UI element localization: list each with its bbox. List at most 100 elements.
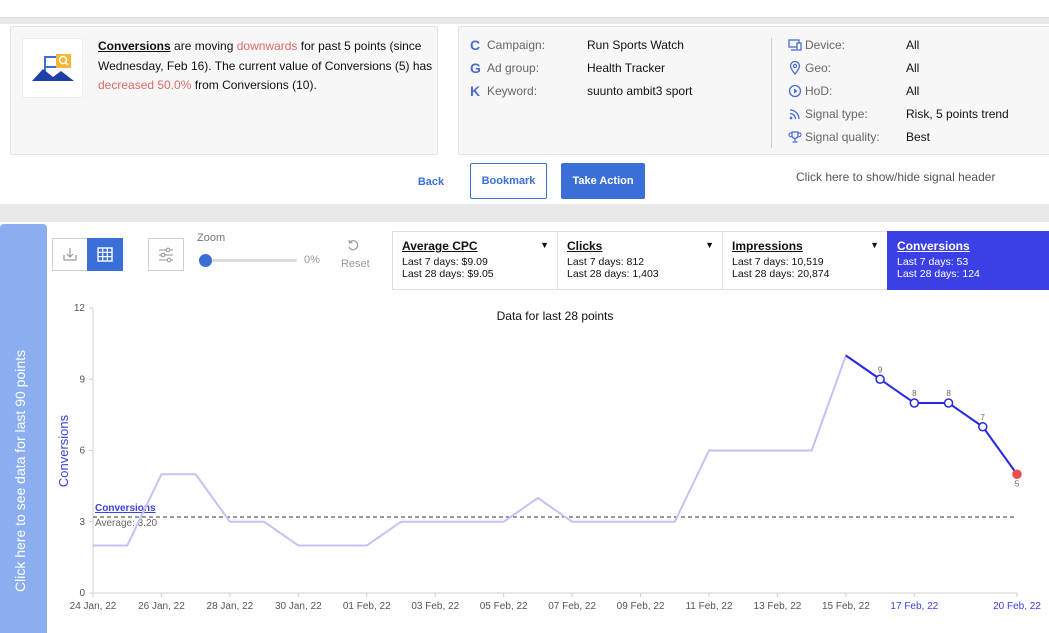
data-point[interactable]	[978, 422, 988, 432]
metric-tab-conversions[interactable]: Conversions Last 7 days: 53 Last 28 days…	[887, 231, 1049, 290]
metric-tab-last-7: Last 7 days: 812	[567, 256, 645, 268]
metric-tab-last-7: Last 7 days: 53	[897, 256, 969, 268]
x-tick-label: 09 Feb, 22	[617, 601, 665, 612]
average-label: Conversions	[95, 503, 156, 514]
last-90-points-label[interactable]: Click here to see data for last 90 point…	[12, 349, 28, 592]
average-line-group: Conversions Average: 3.20	[93, 503, 1017, 529]
last-90-points-tab[interactable]	[0, 224, 47, 633]
data-point-label: 9	[878, 365, 883, 374]
x-tick-label: 30 Jan, 22	[275, 601, 322, 612]
download-icon	[63, 248, 77, 261]
reset-icon[interactable]	[346, 238, 360, 252]
y-tick-label: 6	[79, 446, 85, 457]
x-tick-label: 17 Feb, 22	[890, 601, 938, 612]
detail-value: Health Tracker	[587, 61, 666, 75]
metric-tab-clicks[interactable]: Clicks Last 7 days: 812 Last 28 days: 1,…	[557, 231, 723, 290]
detail-value: All	[906, 61, 920, 75]
x-tick-label: 07 Feb, 22	[548, 601, 596, 612]
detail-value: Best	[906, 130, 931, 144]
metric-tab-last-28: Last 28 days: $9.05	[402, 268, 494, 280]
x-tick-label: 26 Jan, 22	[138, 601, 185, 612]
x-tick-label: 03 Feb, 22	[411, 601, 459, 612]
detail-label: Device:	[805, 38, 846, 52]
summary-text-part: for past 5 points (since Wednesday, Feb …	[98, 39, 433, 73]
history-line	[93, 353, 881, 547]
summary-text-part: are moving	[170, 39, 237, 53]
zoom-value: 0%	[304, 254, 320, 266]
geo-pin-icon	[789, 61, 801, 75]
x-tick-label: 13 Feb, 22	[754, 601, 802, 612]
x-tick-label: 28 Jan, 22	[207, 601, 254, 612]
detail-value: suunto ambit3 sport	[587, 84, 693, 98]
zoom-slider-thumb[interactable]	[199, 254, 212, 267]
metric-tab-last-28: Last 28 days: 20,874	[732, 268, 830, 280]
take-action-button[interactable]: Take Action	[561, 163, 645, 199]
y-tick-label: 9	[79, 374, 85, 385]
average-value: Average: 3.20	[95, 518, 158, 529]
metric-tab-average-cpc[interactable]: Average CPC Last 7 days: $9.09 Last 28 d…	[392, 231, 558, 290]
metric-tab-last-7: Last 7 days: $9.09	[402, 256, 488, 268]
campaign-icon: C	[470, 37, 481, 53]
y-tick-label: 0	[79, 588, 85, 599]
chart-title: Data for last 28 points	[497, 309, 614, 323]
zoom-slider[interactable]	[205, 259, 297, 262]
data-point[interactable]	[909, 398, 920, 408]
rss-icon	[789, 109, 800, 120]
conversions-line-chart: Data for last 28 points Conversions 0 3 6 9…	[56, 303, 1041, 612]
x-tick-label: 24 Jan, 22	[70, 601, 117, 612]
toggle-signal-header-link[interactable]: Click here to show/hide signal header	[796, 170, 996, 184]
chart-settings-button[interactable]	[148, 238, 184, 271]
detail-label: Signal type:	[805, 107, 868, 121]
top-bar	[0, 0, 1049, 18]
metric-tab-last-28: Last 28 days: 1,403	[567, 268, 659, 280]
summary-change: decreased 50.0%	[98, 78, 192, 92]
details-divider	[771, 38, 772, 148]
y-axis-label: Conversions	[56, 414, 71, 487]
x-tick-label: 20 Feb, 22	[993, 601, 1041, 612]
data-point-label: 5	[1015, 479, 1020, 488]
y-tick-label: 12	[74, 303, 86, 314]
latest-data-point[interactable]	[1012, 469, 1022, 479]
detail-value: Risk, 5 points trend	[906, 107, 1009, 121]
bookmark-button[interactable]: Bookmark	[470, 163, 547, 199]
metric-tab-name: Conversions	[897, 239, 970, 253]
back-button[interactable]: Back	[417, 176, 445, 188]
table-view-button[interactable]	[87, 238, 123, 271]
signal-details-card	[458, 26, 1049, 155]
dropdown-arrow-icon[interactable]: ▼	[705, 240, 714, 250]
x-tick-label: 11 Feb, 22	[685, 601, 733, 612]
clock-icon	[788, 84, 802, 98]
signal-summary-text: Conversions are moving downwards for pas…	[98, 37, 434, 96]
reset-button[interactable]: Reset	[341, 258, 370, 270]
detail-label: Keyword:	[487, 84, 538, 98]
detail-label: Signal quality:	[805, 130, 880, 144]
table-grid-icon	[97, 247, 113, 262]
detail-label: Geo:	[805, 61, 832, 75]
trend-series[interactable]: 9 8 8 7 5	[845, 354, 1022, 489]
data-point-label: 7	[981, 413, 986, 422]
ad-group-icon: G	[470, 60, 481, 76]
trophy-icon	[788, 131, 802, 143]
metric-tab-name: Average CPC	[402, 239, 478, 253]
summary-direction: downwards	[236, 39, 298, 53]
metric-tab-last-28: Last 28 days: 124	[897, 268, 980, 280]
dropdown-arrow-icon[interactable]: ▼	[870, 240, 879, 250]
data-point-label: 8	[912, 389, 917, 398]
sliders-icon	[159, 247, 173, 263]
metric-tab-impressions[interactable]: Impressions Last 7 days: 10,519 Last 28 …	[722, 231, 888, 290]
detail-value: All	[906, 84, 920, 98]
dropdown-arrow-icon[interactable]: ▼	[540, 240, 549, 250]
history-series	[93, 353, 881, 547]
detail-value: All	[906, 38, 920, 52]
download-button[interactable]	[52, 238, 88, 271]
metric-tab-name: Clicks	[567, 239, 603, 253]
data-point[interactable]	[943, 398, 954, 408]
trend-line	[845, 354, 1018, 475]
data-point[interactable]	[875, 374, 885, 384]
detail-label: Ad group:	[487, 61, 540, 75]
detail-value: Run Sports Watch	[587, 38, 684, 52]
detail-label: Campaign:	[487, 38, 546, 52]
summary-text-part: from Conversions (10).	[191, 78, 317, 92]
metric-tab-name: Impressions	[732, 239, 803, 253]
metric-tab-last-7: Last 7 days: 10,519	[732, 256, 824, 268]
